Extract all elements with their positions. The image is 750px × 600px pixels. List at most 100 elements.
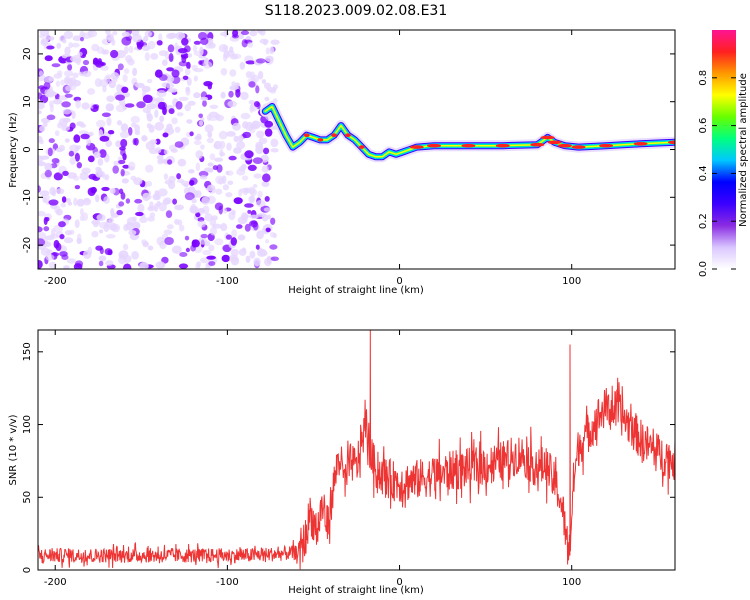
noise-speckle bbox=[236, 224, 243, 229]
noise-speckle bbox=[63, 237, 74, 244]
noise-speckle bbox=[168, 53, 174, 62]
noise-speckle bbox=[142, 241, 149, 247]
noise-speckle bbox=[222, 184, 230, 191]
noise-speckle bbox=[264, 128, 273, 137]
noise-speckle bbox=[142, 45, 151, 52]
noise-speckle bbox=[77, 51, 83, 57]
noise-speckle bbox=[61, 254, 69, 260]
noise-speckle bbox=[209, 226, 217, 236]
noise-speckle bbox=[62, 38, 67, 44]
noise-speckle bbox=[257, 70, 264, 80]
noise-speckle bbox=[67, 201, 73, 206]
noise-speckle bbox=[130, 175, 137, 181]
noise-speckle bbox=[209, 104, 219, 110]
noise-speckle bbox=[207, 162, 214, 167]
noise-speckle bbox=[229, 46, 234, 54]
noise-speckle bbox=[95, 194, 100, 203]
noise-speckle bbox=[147, 216, 155, 222]
noise-speckle bbox=[208, 261, 216, 266]
doppler-peak bbox=[344, 133, 351, 137]
noise-speckle bbox=[61, 196, 67, 203]
noise-speckle bbox=[213, 140, 222, 150]
noise-speckle bbox=[72, 80, 81, 87]
noise-speckle bbox=[63, 70, 74, 77]
noise-speckle bbox=[74, 260, 84, 268]
noise-speckle bbox=[253, 221, 259, 231]
noise-speckle bbox=[166, 224, 174, 230]
noise-speckle bbox=[226, 131, 236, 137]
noise-speckle bbox=[66, 258, 77, 264]
noise-speckle bbox=[264, 82, 271, 90]
noise-speckle bbox=[108, 225, 119, 231]
noise-speckle bbox=[118, 201, 125, 207]
noise-speckle bbox=[193, 68, 204, 73]
doppler-peak bbox=[530, 142, 545, 147]
noise-speckle bbox=[104, 248, 113, 256]
noise-speckle bbox=[115, 94, 125, 101]
noise-speckle bbox=[189, 179, 195, 186]
noise-speckle bbox=[119, 131, 130, 139]
noise-speckle bbox=[131, 251, 140, 260]
noise-speckle bbox=[202, 61, 213, 69]
noise-speckle bbox=[38, 161, 46, 167]
noise-speckle bbox=[225, 234, 232, 240]
doppler-peak bbox=[633, 142, 648, 146]
noise-speckle bbox=[107, 130, 115, 135]
noise-speckle bbox=[116, 209, 123, 216]
noise-speckle bbox=[91, 43, 100, 52]
snr-series-line bbox=[38, 330, 675, 570]
noise-speckle bbox=[253, 257, 261, 267]
noise-speckle bbox=[44, 169, 52, 178]
noise-speckle bbox=[192, 44, 198, 53]
noise-speckle bbox=[135, 82, 145, 88]
noise-speckle bbox=[82, 212, 88, 221]
noise-speckle bbox=[186, 119, 193, 124]
noise-speckle bbox=[133, 221, 141, 230]
noise-speckle bbox=[200, 144, 205, 150]
noise-speckle bbox=[61, 101, 71, 108]
noise-speckle bbox=[131, 77, 138, 86]
noise-speckle bbox=[137, 203, 145, 213]
noise-speckle bbox=[233, 135, 239, 143]
noise-speckle bbox=[38, 110, 42, 115]
noise-speckle bbox=[269, 46, 275, 55]
noise-speckle bbox=[86, 137, 91, 146]
doppler-peak bbox=[540, 135, 555, 140]
noise-speckle bbox=[69, 229, 75, 235]
noise-speckle bbox=[64, 93, 73, 98]
noise-speckle bbox=[154, 203, 159, 212]
noise-speckle bbox=[131, 33, 142, 43]
noise-speckle bbox=[183, 45, 191, 53]
noise-speckle bbox=[240, 112, 251, 120]
noise-speckle bbox=[74, 185, 81, 190]
noise-speckle bbox=[176, 112, 184, 117]
noise-speckle bbox=[241, 163, 247, 170]
noise-speckle bbox=[79, 172, 89, 181]
noise-speckle bbox=[68, 42, 73, 49]
noise-speckle bbox=[269, 88, 277, 94]
noise-speckle bbox=[249, 214, 259, 219]
noise-speckle bbox=[51, 188, 57, 197]
noise-speckle bbox=[68, 150, 75, 157]
noise-speckle bbox=[139, 216, 148, 223]
noise-speckle bbox=[185, 247, 190, 253]
noise-speckle bbox=[117, 63, 124, 71]
noise-speckle bbox=[199, 175, 208, 180]
noise-speckle bbox=[118, 256, 127, 265]
noise-speckle bbox=[191, 239, 200, 248]
snr-xlabel: Height of straight line (km) bbox=[288, 585, 424, 596]
noise-speckle bbox=[181, 37, 189, 46]
noise-speckle bbox=[95, 245, 103, 251]
noise-speckle bbox=[123, 263, 132, 269]
noise-speckle bbox=[162, 106, 167, 116]
spectrogram-xtick-label: -200 bbox=[44, 276, 67, 287]
noise-speckle bbox=[228, 90, 234, 98]
noise-speckle bbox=[269, 231, 276, 238]
noise-speckle bbox=[200, 37, 209, 45]
noise-speckle bbox=[178, 96, 189, 101]
noise-speckle bbox=[250, 194, 256, 204]
noise-speckle bbox=[265, 55, 274, 62]
noise-speckle bbox=[158, 33, 163, 42]
